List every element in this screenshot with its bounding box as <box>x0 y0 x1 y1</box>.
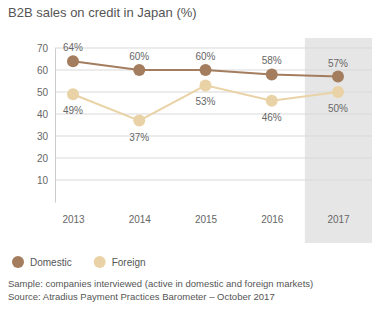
x-tick-label: 2014 <box>129 214 152 225</box>
title: B2B sales on credit in Japan (%) <box>8 5 197 20</box>
marker <box>133 115 145 127</box>
annotation: Sample: companies interviewed (active in… <box>8 278 313 289</box>
annotation: Source: Atradius Payment Practices Barom… <box>8 291 275 302</box>
y-axis-line <box>55 49 56 203</box>
y-tick: 60 <box>37 65 55 76</box>
marker <box>133 64 145 76</box>
data-label: 60% <box>129 51 149 62</box>
legend-label: Foreign <box>112 257 146 268</box>
x-tick-label: 2015 <box>195 214 218 225</box>
data-label: 57% <box>328 58 348 69</box>
marker <box>266 95 278 107</box>
grid-line <box>55 180 372 181</box>
grid-line <box>55 158 372 159</box>
chart: B2B sales on credit in Japan (%) 10 20 30 40… <box>0 0 383 321</box>
y-tick-label: 30 <box>37 131 49 142</box>
y-tick: 70 <box>37 43 55 54</box>
y-tick-label: 10 <box>37 175 49 186</box>
marker <box>67 55 79 67</box>
data-label: 64% <box>63 42 83 53</box>
plot-area <box>67 55 344 126</box>
y-tick: 50 <box>37 87 55 98</box>
marker <box>332 71 344 83</box>
grid-line <box>55 48 372 49</box>
x-tick: 2017 <box>327 202 350 225</box>
data-label: 37% <box>129 132 149 143</box>
y-tick-label: 70 <box>37 43 49 54</box>
marker <box>200 79 212 91</box>
y-tick-label: 40 <box>37 109 49 120</box>
x-tick-label: 2016 <box>261 214 284 225</box>
highlight-band <box>305 38 372 243</box>
data-labels: 64% 60% 60% 58% 57% 49% 37% 53% 46% 50% <box>63 42 348 142</box>
marker <box>332 86 344 98</box>
grid-line <box>55 136 372 137</box>
y-tick: 40 <box>37 109 55 120</box>
marker <box>200 64 212 76</box>
legend: Domestic Foreign <box>12 256 146 268</box>
y-axis: 10 20 30 40 50 60 70 <box>37 43 56 203</box>
data-label: 53% <box>195 96 215 107</box>
legend-swatch <box>94 256 106 268</box>
x-tick-label: 2013 <box>62 214 85 225</box>
legend-label: Domestic <box>30 257 72 268</box>
y-tick: 10 <box>37 175 55 186</box>
x-tick: 2013 <box>62 202 85 225</box>
series-line <box>73 61 338 76</box>
x-tick: 2014 <box>129 202 152 225</box>
y-tick-label: 20 <box>37 153 49 164</box>
data-label: 49% <box>63 105 83 116</box>
marker <box>67 88 79 100</box>
data-label: 46% <box>262 112 282 123</box>
y-tick-label: 50 <box>37 87 49 98</box>
grid-line <box>55 92 372 93</box>
marker <box>266 68 278 80</box>
data-label: 58% <box>262 55 282 66</box>
x-axis: 2013 2014 2015 2016 2017 <box>62 202 350 225</box>
data-label: 50% <box>328 103 348 114</box>
y-tick: 30 <box>37 131 55 142</box>
x-tick: 2016 <box>261 202 284 225</box>
x-tick-label: 2017 <box>327 214 350 225</box>
data-label: 60% <box>195 51 215 62</box>
y-tick: 20 <box>37 153 55 164</box>
grid <box>55 48 372 180</box>
y-tick-label: 60 <box>37 65 49 76</box>
x-tick: 2015 <box>195 202 218 225</box>
grid-line <box>55 114 372 115</box>
legend-swatch <box>12 256 24 268</box>
